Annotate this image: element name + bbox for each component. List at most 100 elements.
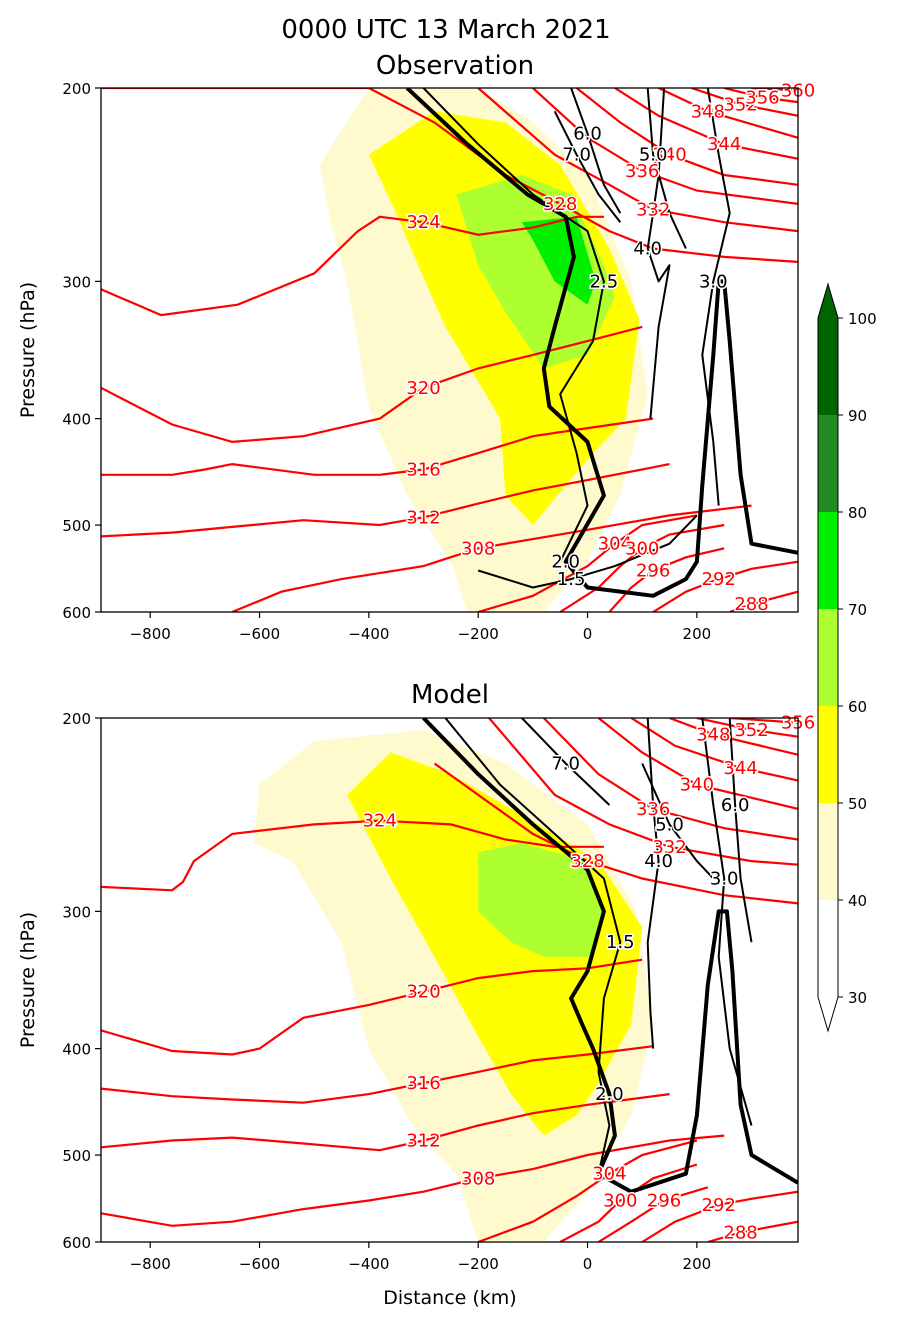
theta-contour-label: 344 xyxy=(723,758,757,779)
pv-contour-2.0 xyxy=(422,718,798,1194)
pv-contour-7.0 xyxy=(553,110,622,223)
pv-contour-1.5 xyxy=(477,514,698,589)
theta-contour-label: 336 xyxy=(625,161,659,182)
pv-contour-label: 2.0 xyxy=(595,1084,624,1105)
theta-contour-348 xyxy=(658,88,798,139)
pv-contour-5.0 xyxy=(646,88,687,249)
pv-contour-label: 7.0 xyxy=(551,753,580,774)
colorbar-segment xyxy=(818,609,838,706)
theta-contour-label: 296 xyxy=(636,560,670,581)
theta-contour-label: 340 xyxy=(652,145,686,166)
theta-contour-352 xyxy=(696,718,798,738)
theta-contour-label: 304 xyxy=(592,1164,626,1185)
colorbar-tick-label: 100 xyxy=(848,310,877,328)
theta-contour-label: 308 xyxy=(461,1168,495,1189)
theta-contour-356 xyxy=(723,88,798,104)
theta-contour-336 xyxy=(532,88,798,205)
model-y-axis-label: Pressure (hPa) xyxy=(17,912,39,1048)
theta-contour-312 xyxy=(101,1093,670,1152)
pv-contour-6.0 xyxy=(570,88,622,214)
theta-contour-label: 304 xyxy=(598,534,632,555)
x-tick-label: −800 xyxy=(130,1255,171,1273)
theta-contour-label: 352 xyxy=(734,720,768,741)
filled-region-70-80 xyxy=(521,216,596,305)
theta-contour-label: 328 xyxy=(570,851,604,872)
pv-contour-2.0 xyxy=(405,88,798,598)
pv-contour-label: 6.0 xyxy=(573,123,602,144)
pv-contour-1.5 xyxy=(444,718,622,1174)
y-tick-label: 500 xyxy=(62,517,91,535)
theta-contour-300 xyxy=(559,1163,698,1242)
model-x-axis-label: Distance (km) xyxy=(383,1287,516,1309)
observation-y-axis-label: Pressure (hPa) xyxy=(17,282,39,418)
observation-panel-title: Observation xyxy=(376,51,534,81)
colorbar-extend-min xyxy=(818,997,838,1031)
theta-contour-label: 316 xyxy=(406,459,440,480)
theta-contour-label: 288 xyxy=(723,1222,757,1243)
theta-contour-label: 336 xyxy=(636,799,670,820)
theta-contour-308 xyxy=(101,1134,725,1227)
theta-contour-340 xyxy=(575,88,798,186)
pv-contour-label: 5.0 xyxy=(639,145,668,166)
pv-contour-3.0 xyxy=(701,88,731,506)
colorbar-tick-label: 90 xyxy=(848,407,867,425)
pv-contour-6.0 xyxy=(728,718,753,943)
theta-contour-label: 348 xyxy=(696,724,730,745)
theta-contour-label: 324 xyxy=(363,811,397,832)
filled-region-50-60 xyxy=(347,752,643,1136)
theta-contour-label: 312 xyxy=(406,507,440,528)
pv-contour-label: 4.0 xyxy=(644,851,673,872)
pv-contour-label: 2.0 xyxy=(551,552,580,573)
y-tick-label: 600 xyxy=(62,1234,91,1252)
theta-contour-324 xyxy=(101,215,604,317)
theta-contour-label: 292 xyxy=(702,569,736,590)
x-tick-label: 200 xyxy=(683,1255,712,1273)
theta-contour-324 xyxy=(101,819,604,892)
theta-contour-label: 312 xyxy=(406,1131,440,1152)
axes-frame xyxy=(100,717,799,1243)
colorbar-tick-label: 40 xyxy=(848,892,867,910)
pv-contour-label: 1.5 xyxy=(606,932,635,953)
theta-contour-312 xyxy=(101,463,670,538)
pv-contour-4.0 xyxy=(646,88,671,419)
x-tick-label: 0 xyxy=(583,1255,593,1273)
theta-contour-332 xyxy=(477,88,798,233)
theta-contour-label: 292 xyxy=(702,1195,736,1216)
theta-contour-296 xyxy=(597,1186,709,1242)
model-panel-title: Model xyxy=(411,680,489,710)
theta-contour-344 xyxy=(614,88,798,160)
colorbar: 30 40 50 60 70 80 90 100 xyxy=(817,282,877,1033)
theta-contour-288 xyxy=(707,1220,798,1242)
theta-contour-316 xyxy=(101,1045,654,1104)
x-tick-label: −200 xyxy=(458,1255,499,1273)
theta-contour-356 xyxy=(729,718,798,724)
pv-contour-3.0 xyxy=(701,718,753,1126)
colorbar-tick-label: 30 xyxy=(848,989,867,1007)
x-tick-label: −600 xyxy=(239,625,280,643)
theta-contour-320 xyxy=(101,958,643,1056)
pv-contour-label: 2.5 xyxy=(590,271,619,292)
axes-frame xyxy=(100,87,799,613)
theta-contour-label: 352 xyxy=(723,94,757,115)
theta-contour-308 xyxy=(231,504,752,612)
theta-contour-label: 324 xyxy=(406,212,440,233)
pv-contour-4.0 xyxy=(646,718,660,1049)
colorbar-segment xyxy=(818,803,838,900)
theta-contour-label: 320 xyxy=(406,378,440,399)
theta-contour-348 xyxy=(669,718,798,756)
pv-contour-label: 1.5 xyxy=(557,569,586,590)
colorbar-segment xyxy=(818,415,838,512)
pv-contour-label: 6.0 xyxy=(721,795,750,816)
theta-contour-label: 300 xyxy=(625,538,659,559)
y-tick-label: 400 xyxy=(62,411,91,429)
y-tick-label: 600 xyxy=(62,604,91,622)
colorbar-extend-max xyxy=(818,284,838,318)
colorbar-segment xyxy=(818,512,838,609)
pv-contour-7.0 xyxy=(521,718,611,806)
pv-contour-2.5 xyxy=(422,88,605,563)
theta-contour-label: 332 xyxy=(652,837,686,858)
theta-contour-label: 332 xyxy=(636,199,670,220)
theta-contour-320 xyxy=(101,325,643,444)
theta-contour-328 xyxy=(101,88,798,263)
